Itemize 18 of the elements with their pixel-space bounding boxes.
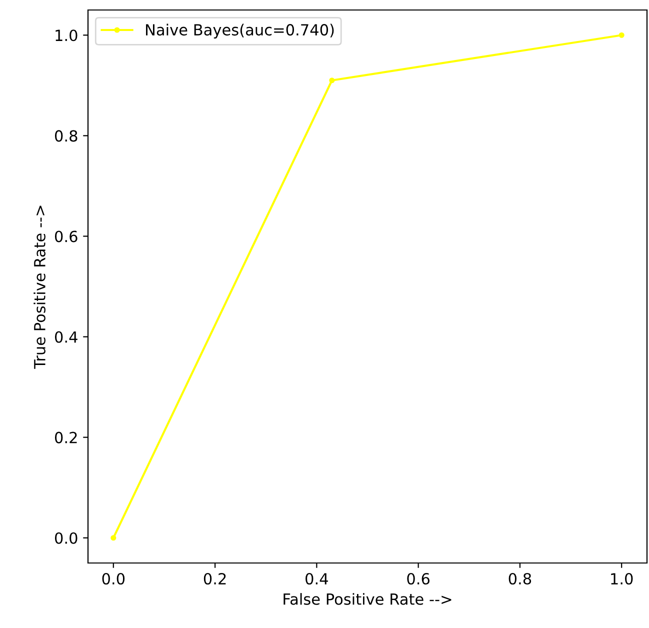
y-tick-label: 0.4 (54, 331, 78, 343)
y-axis-title: True Positive Rate --> (34, 206, 46, 369)
y-tick-label: 0.0 (54, 532, 78, 544)
legend-label: Naive Bayes(auc=0.740) (146, 24, 334, 39)
y-tick-label: 0.8 (54, 130, 78, 142)
x-tick-label: 0.4 (306, 572, 328, 585)
x-tick-label: 0.8 (508, 572, 532, 585)
x-tick-label: 0.0 (102, 572, 125, 585)
point (329, 78, 335, 84)
x-tick-label: 0.6 (407, 572, 430, 585)
point (618, 32, 624, 38)
y-tick-label: 0.6 (54, 230, 78, 242)
point (110, 535, 116, 541)
y-tick-label: 1.0 (56, 30, 78, 42)
x-tick-label: 1.0 (611, 572, 633, 585)
x-tick-label: 0.2 (204, 572, 226, 585)
x-axis-title: False Positive Rate --> (284, 593, 452, 605)
y-tick-label: 0.2 (54, 432, 77, 444)
